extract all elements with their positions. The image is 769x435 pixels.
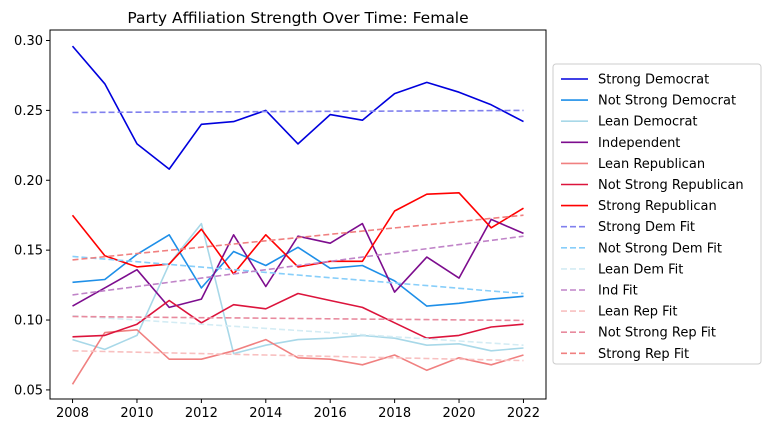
series-line-lean-rep-fit: [72, 350, 524, 362]
x-tick-label: 2018: [378, 406, 411, 421]
x-axis: 2008 2010 2012 2014 2016 2018 2020 2022: [56, 399, 540, 421]
legend-frame: [552, 63, 762, 365]
legend-label-lean-rep-fit: Lean Rep Fit: [598, 305, 677, 320]
series-line-strong-republican: [71, 192, 524, 275]
legend-label-lean-republican: Lean Republican: [598, 157, 705, 172]
x-tick-label: 2016: [314, 406, 347, 421]
y-tick-label: 0.20: [14, 174, 43, 189]
y-tick-label: 0.25: [14, 104, 43, 119]
y-tick-label: 0.10: [14, 314, 43, 329]
y-tick-label: 0.15: [14, 244, 43, 259]
series-line-strong-dem-fit: [72, 109, 524, 114]
y-tick-label: 0.05: [14, 383, 43, 398]
legend-label-not-strong-democrat: Not Strong Democrat: [598, 94, 736, 109]
series-line-lean-republican: [71, 328, 524, 385]
x-tick-label: 2022: [507, 406, 540, 421]
legend-label-strong-dem-fit: Strong Dem Fit: [598, 220, 695, 235]
series-line-lean-democrat: [72, 222, 524, 355]
legend-label-strong-republican: Strong Republican: [598, 199, 717, 214]
series-line-independent: [72, 218, 524, 309]
chart-title: Party Affiliation Strength Over Time: Fe…: [127, 9, 468, 27]
series-line-lean-dem-fit: [72, 315, 524, 346]
legend: Strong Democrat Not Strong Democrat Lean D…: [552, 63, 762, 365]
legend-label-ind-fit: Ind Fit: [598, 284, 638, 299]
series-line-ind-fit: [72, 235, 524, 296]
legend-label-not-strong-dem-fit: Not Strong Dem Fit: [598, 241, 722, 256]
x-tick-label: 2014: [249, 406, 282, 421]
y-axis: 0.05 0.10 0.15 0.20 0.25 0.30: [14, 34, 50, 398]
series-line-not-strong-republican: [72, 292, 524, 340]
legend-label-strong-rep-fit: Strong Rep Fit: [598, 347, 689, 362]
x-tick-label: 2012: [185, 406, 218, 421]
legend-label-not-strong-rep-fit: Not Strong Rep Fit: [598, 326, 716, 341]
x-tick-label: 2008: [56, 406, 89, 421]
legend-label-lean-democrat: Lean Democrat: [598, 115, 698, 130]
series-line-strong-rep-fit: [72, 214, 524, 261]
x-tick-label: 2010: [120, 406, 153, 421]
legend-label-strong-democrat: Strong Democrat: [598, 73, 709, 88]
plot-frame: [49, 29, 547, 400]
series-line-not-strong-democrat: [72, 234, 524, 307]
legend-label-lean-dem-fit: Lean Dem Fit: [598, 262, 683, 277]
plot-lines: [71, 45, 524, 385]
legend-label-not-strong-republican: Not Strong Republican: [598, 178, 744, 193]
series-line-not-strong-dem-fit: [72, 255, 524, 295]
y-tick-label: 0.30: [14, 34, 43, 49]
series-line-not-strong-rep-fit: [72, 315, 524, 322]
legend-label-independent: Independent: [598, 136, 680, 151]
series-line-strong-democrat: [71, 45, 524, 170]
x-tick-label: 2020: [442, 406, 475, 421]
